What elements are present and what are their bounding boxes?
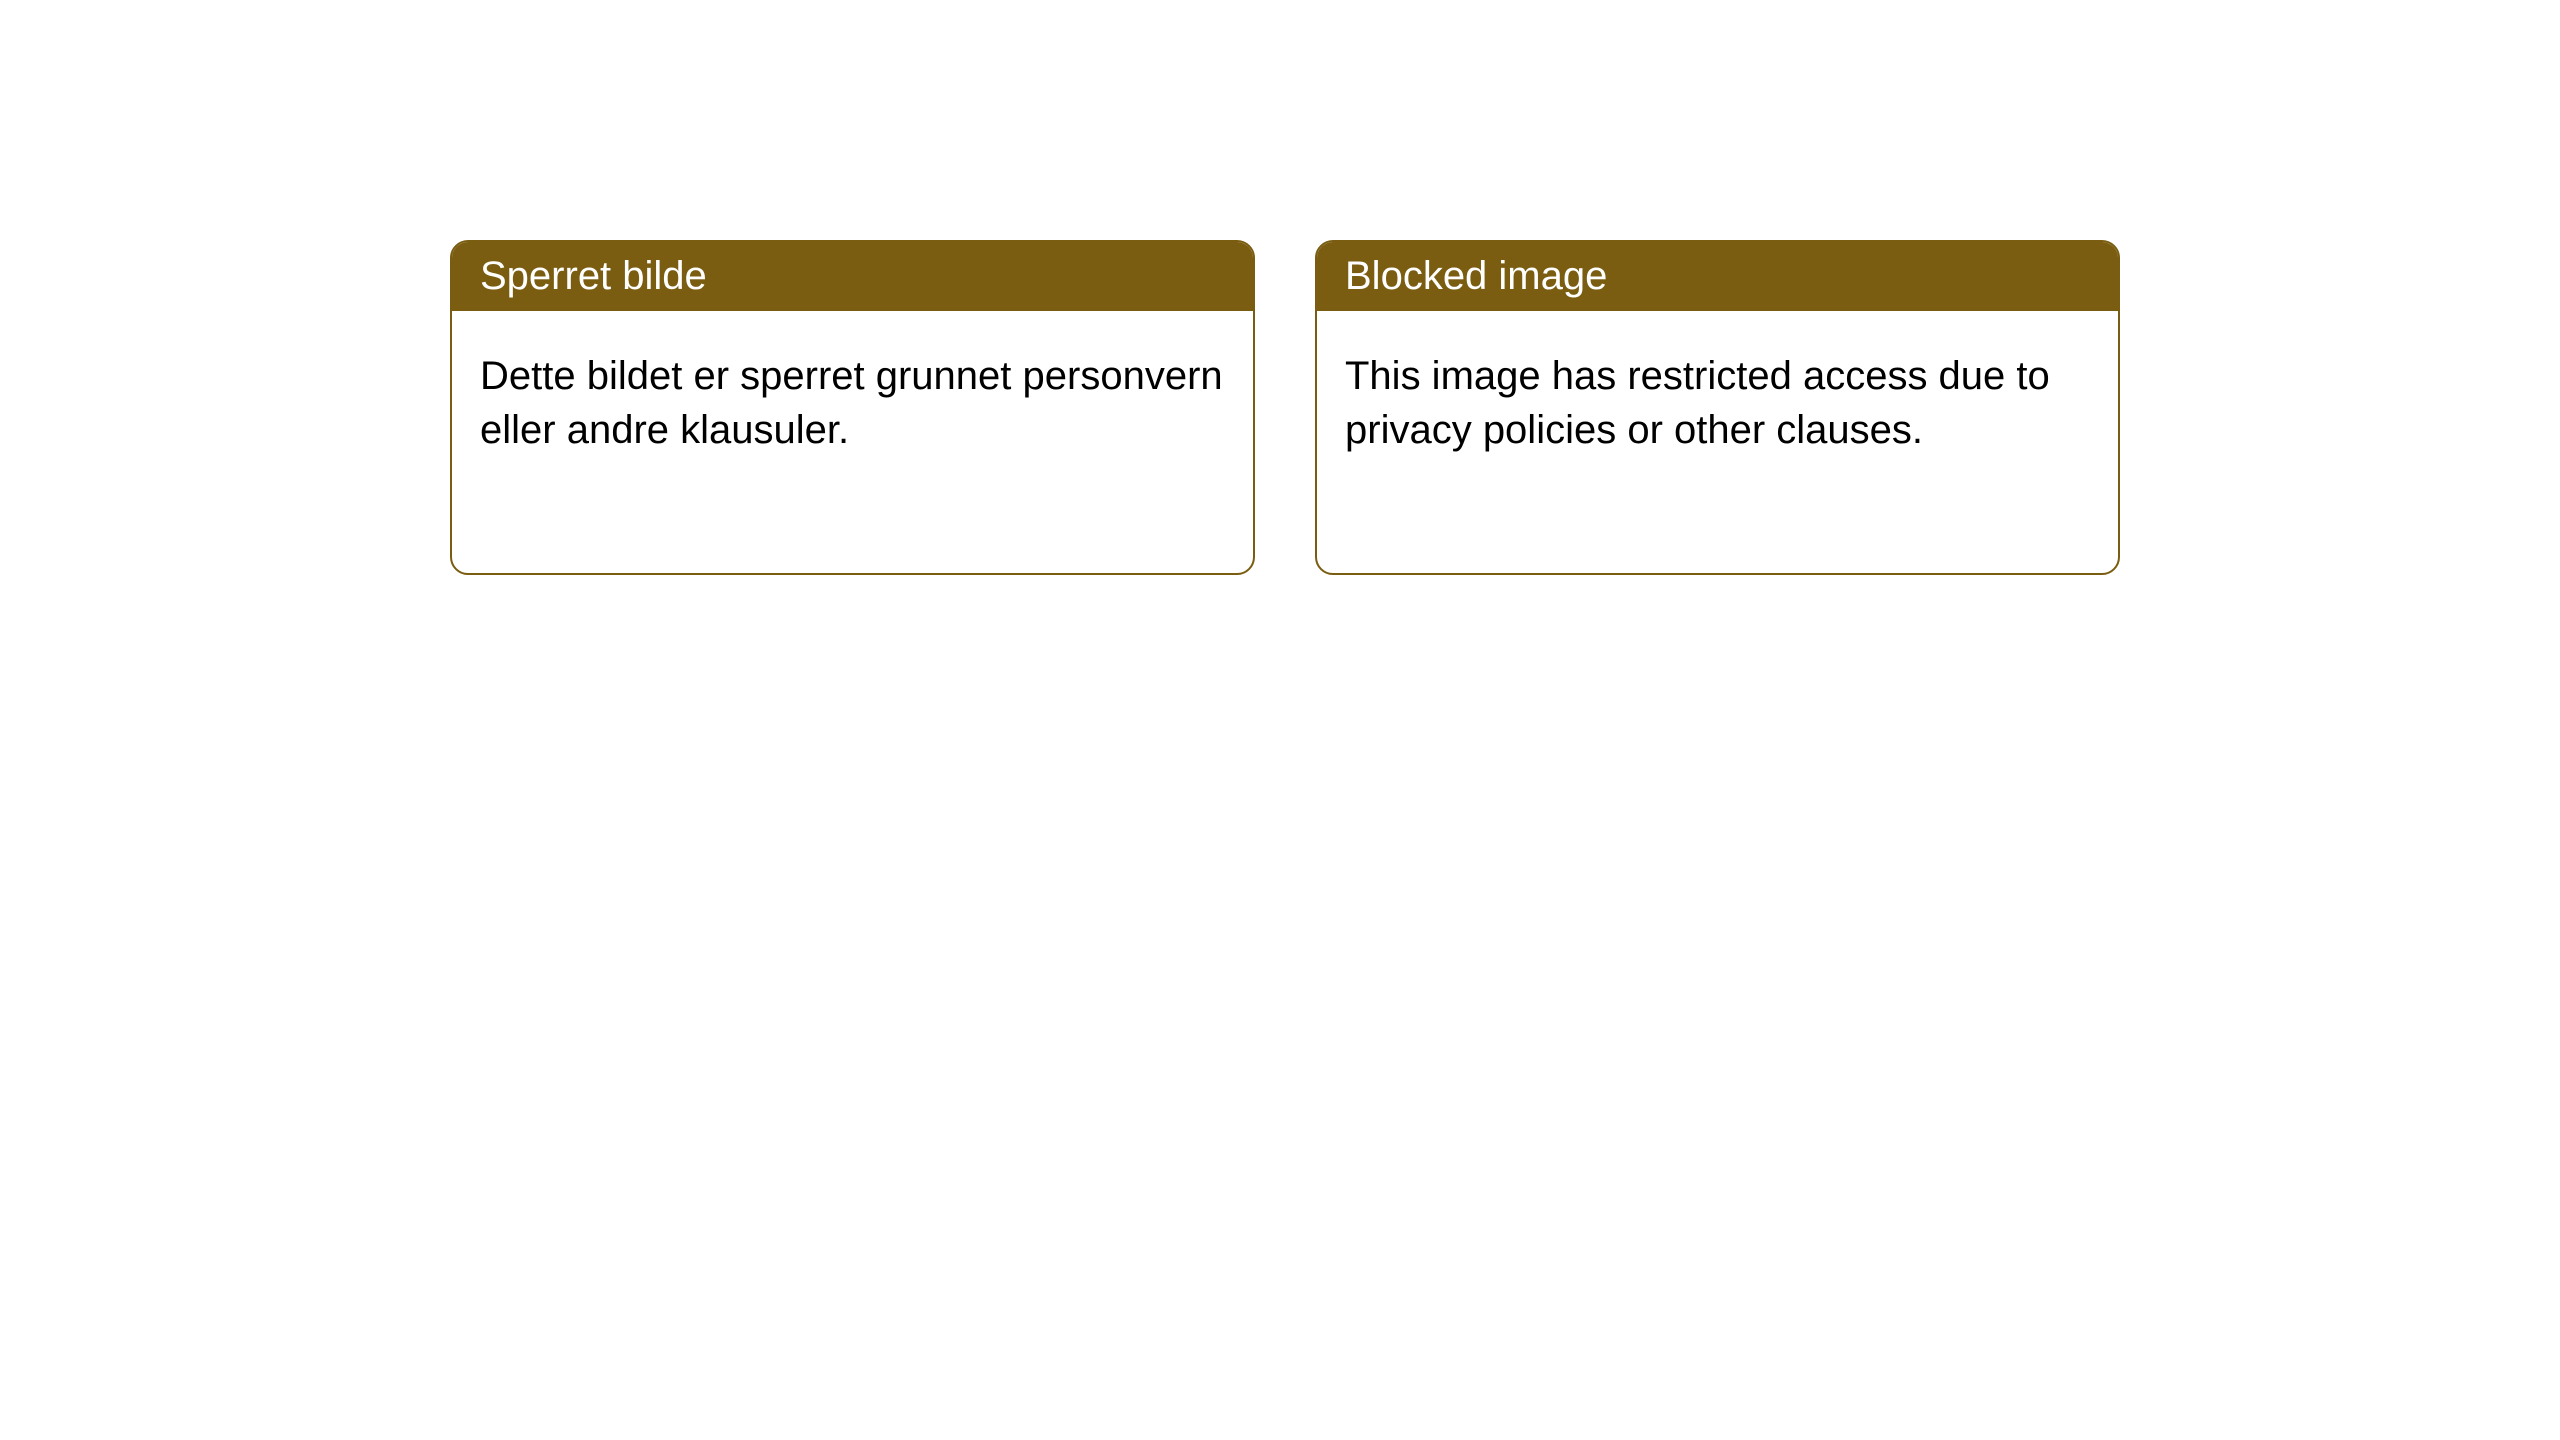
card-body-text: Dette bildet er sperret grunnet personve…	[480, 354, 1223, 452]
card-title: Blocked image	[1345, 254, 1607, 298]
card-header: Sperret bilde	[452, 242, 1253, 311]
card-body-text: This image has restricted access due to …	[1345, 354, 2050, 452]
card-title: Sperret bilde	[480, 254, 707, 298]
card-header: Blocked image	[1317, 242, 2118, 311]
notice-card-norwegian: Sperret bilde Dette bildet er sperret gr…	[450, 240, 1255, 575]
card-body: This image has restricted access due to …	[1317, 311, 2118, 495]
card-body: Dette bildet er sperret grunnet personve…	[452, 311, 1253, 495]
notice-card-english: Blocked image This image has restricted …	[1315, 240, 2120, 575]
notice-cards-container: Sperret bilde Dette bildet er sperret gr…	[450, 240, 2120, 575]
